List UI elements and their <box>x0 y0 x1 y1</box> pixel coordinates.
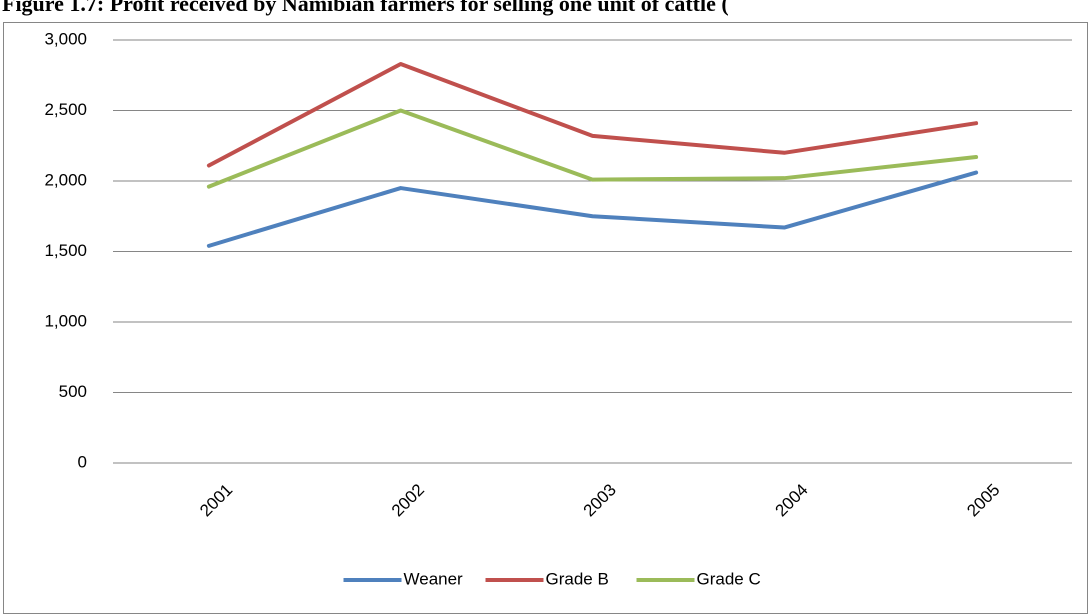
line-series <box>206 108 979 189</box>
y-tick-label: 1,500 <box>44 241 87 260</box>
y-tick-label: 1,000 <box>44 311 87 330</box>
chart-title: Figure 1.7: Profit received by Namibian … <box>2 0 729 16</box>
x-tick-label: 2001 <box>196 480 236 520</box>
legend-label: Grade B <box>546 569 609 588</box>
legend-label: Grade C <box>697 569 761 588</box>
line-series <box>206 170 979 248</box>
y-tick-label: 0 <box>78 452 87 471</box>
y-tick-label: 3,000 <box>44 29 87 48</box>
y-tick-label: 500 <box>59 382 87 401</box>
x-tick-label: 2005 <box>963 480 1003 520</box>
x-tick-label: 2003 <box>580 480 620 520</box>
y-tick-label: 2,500 <box>44 100 87 119</box>
x-tick-label: 2004 <box>771 480 811 520</box>
x-tick-label: 2002 <box>388 480 428 520</box>
legend-label: Weaner <box>404 569 464 588</box>
chart-border <box>3 22 1088 614</box>
y-tick-label: 2,000 <box>44 170 87 189</box>
line-series <box>206 61 979 168</box>
